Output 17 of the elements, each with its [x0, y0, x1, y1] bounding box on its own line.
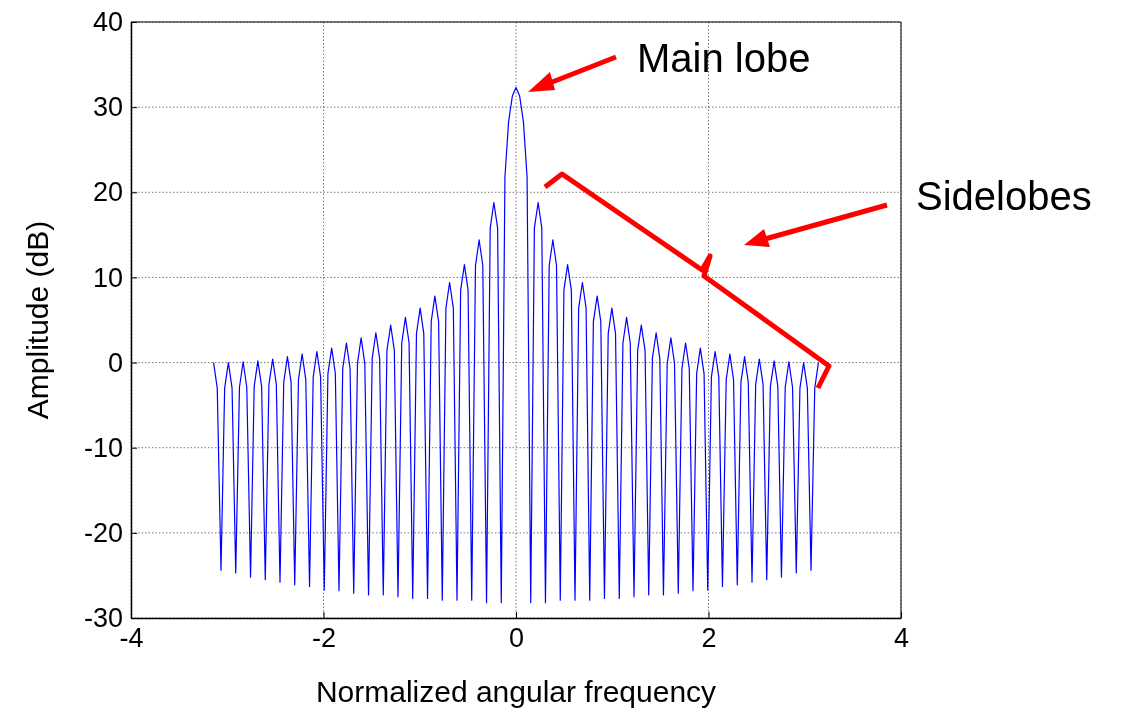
x-axis-title: Normalized angular frequency: [315, 675, 717, 708]
line-series: [212, 86, 820, 604]
x-tick-label: 4: [893, 623, 910, 654]
text: Sidelobes: [916, 174, 1092, 218]
x-tick-label: -2: [311, 623, 337, 654]
y-tick-label: 10: [92, 262, 123, 293]
y-tick-label: 30: [92, 92, 123, 123]
y-tick-label: -20: [83, 518, 123, 548]
x-tick-label: 0: [508, 623, 525, 654]
y-axis-title: Amplitude (dB): [21, 220, 54, 420]
y-tick-label: 40: [92, 7, 123, 38]
y-tick-label: 20: [92, 177, 123, 208]
y-tick-label: -10: [83, 432, 123, 463]
y-tick-label: -30: [83, 603, 123, 634]
y-tick-label: 0: [107, 347, 123, 378]
annotation: Main lobe: [637, 36, 811, 80]
x-tick-label: 2: [701, 623, 717, 654]
